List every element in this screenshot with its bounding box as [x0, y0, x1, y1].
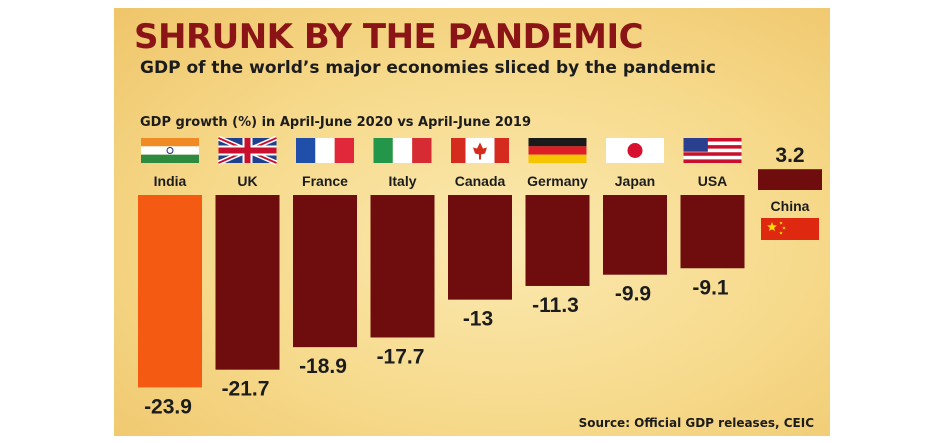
category-label-japan: Japan — [615, 173, 655, 189]
value-label-germany: -11.3 — [532, 294, 579, 317]
category-label-usa: USA — [698, 173, 728, 189]
chart-header: GDP growth (%) in April-June 2020 vs Apr… — [140, 115, 532, 130]
category-label-france: France — [302, 173, 348, 189]
value-label-japan: -9.9 — [615, 283, 651, 306]
category-label-china: China — [771, 198, 810, 214]
value-label-france: -18.9 — [299, 355, 347, 378]
bar-uk — [215, 195, 280, 370]
value-label-china: 3.2 — [775, 144, 804, 167]
bar-italy — [370, 195, 435, 338]
bar-india — [138, 195, 202, 388]
chart-subtitle: GDP of the world’s major economies slice… — [140, 58, 716, 78]
india-flag-icon — [141, 138, 199, 163]
uk-flag-icon — [217, 135, 278, 166]
bar-china — [758, 169, 822, 190]
value-label-india: -23.9 — [144, 395, 192, 418]
france-flag-icon — [296, 138, 354, 163]
italy-flag-icon — [373, 138, 432, 163]
bar-germany — [525, 195, 590, 286]
bar-usa — [680, 195, 745, 269]
category-label-italy: Italy — [388, 173, 416, 189]
source-note: Source: Official GDP releases, CEIC — [578, 416, 814, 430]
category-label-uk: UK — [237, 173, 257, 189]
germany-flag-icon — [528, 138, 587, 163]
canada-flag-icon — [451, 138, 509, 163]
usa-flag-icon — [683, 138, 742, 163]
value-label-canada: -13 — [463, 308, 493, 331]
category-label-germany: Germany — [527, 173, 588, 189]
value-label-uk: -21.7 — [222, 378, 270, 401]
category-label-india: India — [154, 173, 187, 189]
category-label-canada: Canada — [455, 173, 506, 189]
chart-title: SHRUNK BY THE PANDEMIC — [134, 17, 644, 57]
chart-card: SHRUNK BY THE PANDEMIC GDP of the world’… — [114, 8, 830, 436]
value-label-italy: -17.7 — [377, 345, 425, 368]
china-flag-icon — [761, 218, 819, 240]
bar-chart: India -23.9 UK -21.7 France -18.9 Italy -17.7 Ca… — [138, 135, 822, 418]
japan-flag-icon — [606, 138, 664, 163]
bar-canada — [448, 195, 512, 300]
bar-france — [293, 195, 357, 348]
bar-japan — [603, 195, 667, 275]
value-label-usa: -9.1 — [692, 276, 729, 299]
